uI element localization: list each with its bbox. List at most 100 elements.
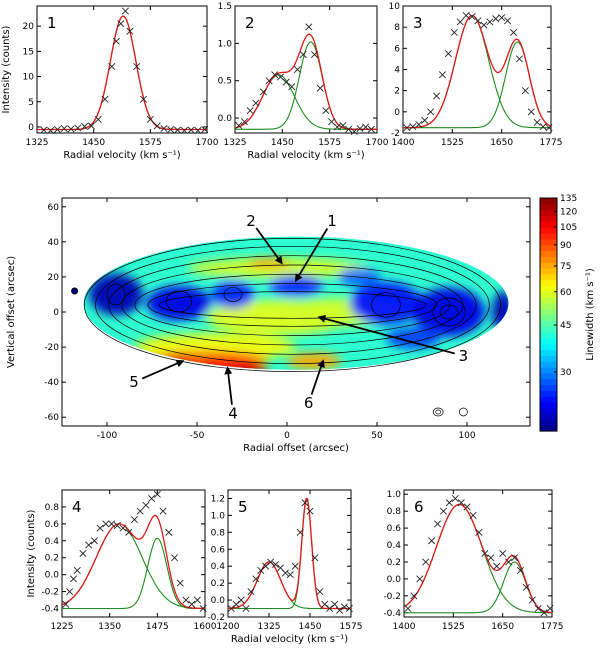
colorbar-segment xyxy=(540,331,557,339)
x-tick-label: 50 xyxy=(371,431,383,441)
data-point xyxy=(427,108,435,116)
y-tick-label: 0 xyxy=(394,108,400,118)
y-tick-label: 0.6 xyxy=(211,545,226,555)
linewidth-region xyxy=(413,287,485,337)
y-tick-label: 10 xyxy=(23,73,35,83)
data-point xyxy=(126,27,134,35)
isolated-clump xyxy=(71,287,79,295)
data-point xyxy=(305,23,313,31)
colorbar-segment xyxy=(540,215,557,222)
data-point xyxy=(475,528,483,536)
data-point xyxy=(246,107,254,115)
data-point xyxy=(367,125,375,133)
colorbar-segment xyxy=(540,396,557,403)
y-tick-label: 0.8 xyxy=(45,503,60,513)
colorbar-segment xyxy=(540,425,557,432)
data-point xyxy=(409,123,417,131)
data-point xyxy=(474,17,482,25)
data-point xyxy=(504,17,512,25)
y-axis-label: Intensity (counts) xyxy=(1,25,12,113)
data-point xyxy=(182,596,190,604)
colorbar-segment xyxy=(540,314,557,321)
y-tick-label: 0 xyxy=(28,123,34,133)
x-tick-label: 1650 xyxy=(490,138,513,148)
data-point xyxy=(487,554,495,562)
data-point xyxy=(102,520,110,528)
colorbar-segment xyxy=(540,209,557,217)
plot-frame xyxy=(61,489,206,618)
y-tick-label: 60 xyxy=(48,203,60,213)
contour xyxy=(106,283,126,306)
data-point xyxy=(356,124,364,133)
y-tick-label: 10 xyxy=(389,2,401,12)
data-point xyxy=(232,600,240,608)
data-point xyxy=(87,122,95,130)
panel-number: 2 xyxy=(245,14,255,32)
x-axis-label: Radial velocity (km s⁻¹) xyxy=(63,150,180,161)
x-axis-label: Radial velocity (km s⁻¹) xyxy=(247,150,364,161)
y-tick-label: 20 xyxy=(48,273,60,283)
data-point xyxy=(311,554,319,562)
data-point xyxy=(66,588,74,596)
map-label: 6 xyxy=(304,394,314,412)
colorbar-tick-label: 75 xyxy=(560,262,571,272)
x-tick-label: 1475 xyxy=(146,622,169,632)
linewidth-region xyxy=(386,327,440,349)
data-point xyxy=(108,62,116,70)
y-tick-label: -0.2 xyxy=(383,592,401,602)
x-tick-label: 1200 xyxy=(217,622,240,632)
panel-number: 4 xyxy=(72,498,82,516)
linewidth-region xyxy=(269,275,323,297)
x-axis-label: Radial offset (arcsec) xyxy=(243,443,349,454)
data-point xyxy=(113,522,121,530)
data-point xyxy=(492,15,500,23)
data-point xyxy=(142,501,150,509)
data-point xyxy=(316,84,324,92)
y-tick-label: 0.2 xyxy=(211,579,225,589)
data-point xyxy=(69,575,77,583)
data-point xyxy=(193,596,201,604)
x-tick-label: 1450 xyxy=(82,138,105,148)
data-point xyxy=(79,549,87,558)
data-point xyxy=(410,592,418,600)
total-fit-line xyxy=(235,33,377,130)
colorbar-segment xyxy=(540,250,557,257)
colorbar-segment xyxy=(540,198,557,205)
y-tick-label: -40 xyxy=(44,378,59,388)
data-point xyxy=(328,118,336,126)
x-tick-label: 1400 xyxy=(392,138,415,148)
x-tick-label: 1775 xyxy=(541,622,564,632)
colorbar-tick-label: 90 xyxy=(560,241,572,251)
spectrum-panel-6: 1400 1525 1650 1775 -0.4 -0.2 0.0 0.2 0.4 0.6 0.8 1… xyxy=(383,489,564,632)
data-point xyxy=(428,537,436,545)
y-tick-label: 0 xyxy=(53,308,59,318)
data-point xyxy=(101,95,109,103)
spectrum-panel-4: 1225 1350 1475 1600 -0.4 -0.2 0.0 0.2 0.4 0.6 0.8 4… xyxy=(26,489,217,632)
panel-number: 5 xyxy=(238,498,248,516)
pointer-arrow xyxy=(310,359,325,395)
linewidth-region xyxy=(350,282,422,325)
data-point xyxy=(336,606,344,614)
y-tick-label: 4 xyxy=(394,66,400,76)
contour xyxy=(95,245,490,364)
data-point xyxy=(481,549,489,558)
data-point xyxy=(121,7,129,15)
data-point xyxy=(281,569,289,577)
data-point xyxy=(170,554,179,562)
linewidth-region xyxy=(492,290,509,334)
data-point xyxy=(340,603,348,611)
y-tick-label: 0.6 xyxy=(45,520,60,530)
contour xyxy=(83,237,501,372)
y-tick-label: 0.4 xyxy=(387,541,402,551)
data-point xyxy=(81,122,89,130)
x-tick-label: -50 xyxy=(190,431,205,441)
plot-frame xyxy=(402,5,552,134)
data-point xyxy=(259,88,267,96)
data-point xyxy=(301,499,309,507)
y-tick-label: 6 xyxy=(394,44,400,54)
data-point xyxy=(153,122,161,130)
data-point xyxy=(493,562,501,570)
pointer-arrow xyxy=(294,228,329,283)
x-tick-label: 1325 xyxy=(26,138,49,148)
y-tick-label: 5 xyxy=(28,98,34,108)
